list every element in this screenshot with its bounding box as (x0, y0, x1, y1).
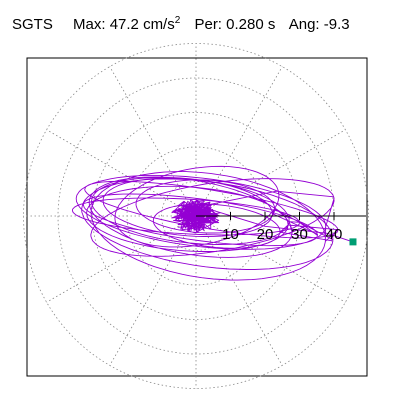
grid-spoke-300 (195, 215, 283, 366)
angle-label: Ang: (288, 16, 320, 33)
max-label: Max: (73, 16, 106, 33)
tick-label-10: 10 (222, 226, 239, 243)
end-marker (349, 238, 357, 246)
orbit-path (71, 165, 354, 281)
grid-spoke-120 (109, 66, 197, 217)
end-marker-group (349, 238, 357, 246)
radial-axis (196, 212, 366, 220)
tick-label-20: 20 (257, 226, 274, 243)
grid-spoke-210 (46, 215, 197, 303)
chart-header: SGTS Max: 47.2 cm/s2 Per: 0.280 s Ang: -… (12, 15, 350, 33)
max-value: 47.2 cm/s (109, 16, 175, 33)
orbit-trace (71, 165, 354, 281)
period-label: Per: (194, 16, 222, 33)
max-unit-exponent: 2 (174, 15, 181, 26)
plot-frame (26, 57, 368, 377)
period-value: 0.280 s (226, 16, 276, 33)
tick-label-30: 30 (291, 226, 308, 243)
grid-spoke-150 (46, 129, 197, 217)
station-code: SGTS (12, 16, 53, 33)
tick-label-40: 40 (326, 226, 343, 243)
grid-spoke-60 (195, 66, 283, 217)
angle-value: -9.3 (323, 16, 350, 33)
radial-tick-labels: 10 20 30 40 (222, 226, 342, 243)
